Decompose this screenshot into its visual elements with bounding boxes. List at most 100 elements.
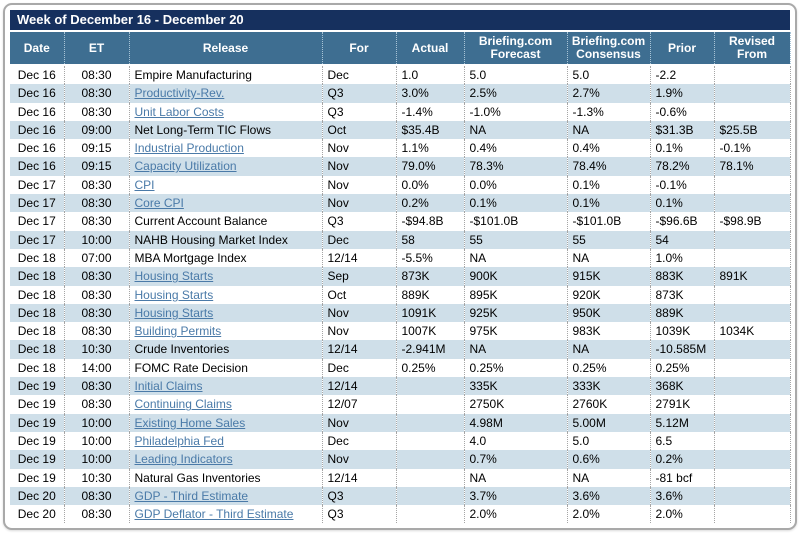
cell-prior: -2.2 <box>649 65 714 85</box>
cell-forecast: 4.0 <box>463 431 567 451</box>
column-header-briefing-forecast: Briefing.com Forecast <box>463 32 567 66</box>
cell-revised: 78.1% <box>713 157 791 176</box>
cell-date: Dec 16 <box>10 120 64 140</box>
cell-date: Dec 17 <box>10 194 64 213</box>
table-row: Dec 17 10:00 NAHB Housing Market Index Dec 5… <box>10 230 791 249</box>
cell-consensus: 983K <box>566 322 650 341</box>
release-link[interactable]: GDP - Third Estimate <box>134 488 249 503</box>
cell-release: Capacity Utilization <box>128 157 322 176</box>
cell-date: Dec 18 <box>10 358 64 378</box>
cell-actual: 0.25% <box>395 358 464 378</box>
cell-revised <box>713 194 791 213</box>
cell-et: 08:30 <box>63 175 129 195</box>
cell-release: Industrial Production <box>128 139 322 158</box>
cell-for: 12/14 <box>321 340 396 359</box>
cell-prior: 78.2% <box>649 157 714 176</box>
cell-revised <box>713 486 791 506</box>
cell-revised: -$98.9B <box>713 212 791 231</box>
cell-release: Unit Labor Costs <box>128 102 322 121</box>
table-row: Dec 17 08:30 CPI Nov 0.0% 0.0% 0.1% -0.1% <box>10 175 791 195</box>
cell-consensus: 5.00M <box>566 413 650 432</box>
cell-prior: 1.0% <box>649 248 714 268</box>
cell-prior: 2791K <box>649 395 714 414</box>
release-link[interactable]: Philadelphia Fed <box>134 433 224 448</box>
cell-forecast: 900K <box>463 267 567 286</box>
cell-consensus: -1.3% <box>566 102 650 121</box>
release-link[interactable]: Existing Home Sales <box>134 415 246 430</box>
cell-forecast: 975K <box>463 322 567 341</box>
cell-consensus: 0.4% <box>566 139 650 158</box>
cell-et: 10:30 <box>63 468 129 487</box>
release-link[interactable]: Housing Starts <box>134 305 214 320</box>
cell-forecast: 55 <box>463 230 567 249</box>
cell-revised <box>713 65 791 85</box>
release-link[interactable]: Leading Indicators <box>134 452 233 467</box>
table-row: Dec 18 14:00 FOMC Rate Decision Dec 0.25% 0.2… <box>10 358 791 378</box>
cell-et: 08:30 <box>63 285 129 304</box>
cell-actual: 0.2% <box>395 194 464 213</box>
cell-prior: 0.2% <box>649 450 714 469</box>
cell-prior: 883K <box>649 267 714 286</box>
cell-for: 12/14 <box>321 468 396 487</box>
release-link[interactable]: Capacity Utilization <box>134 159 237 174</box>
cell-prior: 5.12M <box>649 413 714 432</box>
cell-et: 10:00 <box>63 230 129 249</box>
cell-date: Dec 18 <box>10 285 64 304</box>
column-header-date: Date <box>10 32 64 66</box>
cell-for: Nov <box>321 175 396 195</box>
cell-for: Q3 <box>321 102 396 121</box>
table-row: Dec 18 08:30 Housing Starts Sep 873K 900K 915K… <box>10 267 791 286</box>
cell-prior: -0.6% <box>649 102 714 121</box>
cell-for: 12/14 <box>321 248 396 268</box>
cell-et: 08:30 <box>63 65 129 85</box>
table-row: Dec 16 08:30 Unit Labor Costs Q3 -1.4% -1.0% -… <box>10 102 791 121</box>
cell-actual: -$94.8B <box>395 212 464 231</box>
release-link[interactable]: Building Permits <box>134 324 222 339</box>
release-link[interactable]: CPI <box>134 177 155 192</box>
table-row: Dec 17 08:30 Core CPI Nov 0.2% 0.1% 0.1% 0.1% <box>10 194 791 213</box>
cell-for: Nov <box>321 303 396 323</box>
cell-revised <box>713 395 791 414</box>
release-link[interactable]: Housing Starts <box>134 287 214 302</box>
release-link[interactable]: Initial Claims <box>134 379 203 394</box>
release-link[interactable]: Housing Starts <box>134 269 214 284</box>
cell-revised <box>713 84 791 103</box>
cell-for: Nov <box>321 322 396 341</box>
release-link[interactable]: Core CPI <box>134 196 184 211</box>
cell-revised <box>713 413 791 432</box>
cell-actual: 1091K <box>395 303 464 323</box>
cell-et: 08:30 <box>63 322 129 341</box>
cell-forecast: 3.7% <box>463 486 567 506</box>
cell-actual <box>395 395 464 414</box>
cell-date: Dec 17 <box>10 230 64 249</box>
cell-actual: 0.0% <box>395 175 464 195</box>
cell-actual: 1007K <box>395 322 464 341</box>
cell-forecast: 5.0 <box>463 65 567 85</box>
cell-forecast: 2.5% <box>463 84 567 103</box>
cell-release: MBA Mortgage Index <box>128 248 322 268</box>
cell-prior: 2.0% <box>649 505 714 524</box>
release-link[interactable]: Unit Labor Costs <box>134 104 224 119</box>
cell-et: 10:00 <box>63 413 129 432</box>
column-header-actual: Actual <box>395 32 464 66</box>
cell-consensus: 2.7% <box>566 84 650 103</box>
release-link[interactable]: GDP Deflator - Third Estimate <box>134 507 294 522</box>
cell-revised <box>713 468 791 487</box>
release-link[interactable]: Productivity-Rev. <box>134 86 225 101</box>
cell-date: Dec 20 <box>10 505 64 524</box>
cell-et: 08:30 <box>63 267 129 286</box>
cell-forecast: 0.7% <box>463 450 567 469</box>
table-row: Dec 19 08:30 Continuing Claims 12/07 2750K 27… <box>10 395 791 414</box>
cell-date: Dec 16 <box>10 65 64 85</box>
cell-consensus: NA <box>566 120 650 140</box>
cell-for: Nov <box>321 450 396 469</box>
cell-for: Nov <box>321 194 396 213</box>
column-header-release: Release <box>128 32 322 66</box>
cell-consensus: 2760K <box>566 395 650 414</box>
release-link[interactable]: Industrial Production <box>134 141 244 156</box>
release-link[interactable]: Continuing Claims <box>134 397 232 412</box>
week-title: Week of December 16 - December 20 <box>10 10 790 30</box>
cell-actual <box>395 413 464 432</box>
cell-et: 09:15 <box>63 139 129 158</box>
cell-forecast: NA <box>463 248 567 268</box>
